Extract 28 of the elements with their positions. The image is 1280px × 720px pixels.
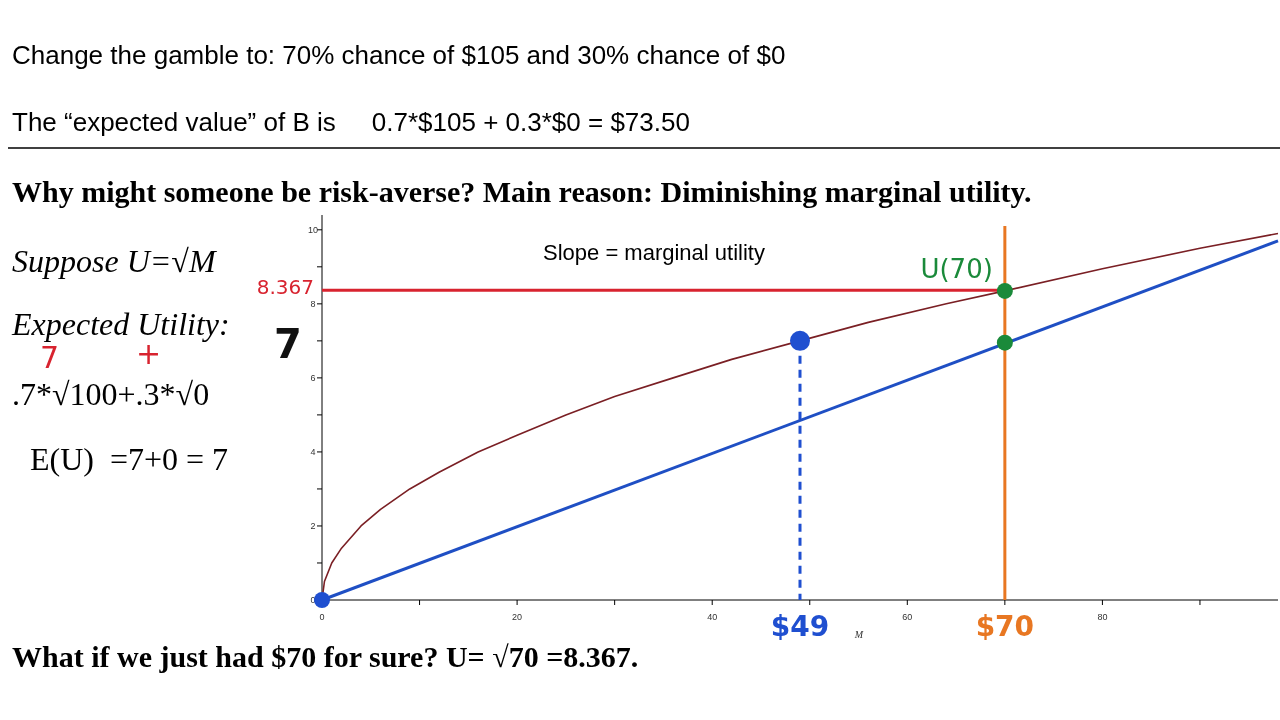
x-axis-title: M: [853, 629, 864, 640]
point: [996, 334, 1013, 351]
text: What if we just had $70 for sure? U= √70 =8.367.: [12, 640, 639, 673]
annotation: Slope = marginal utility: [543, 240, 765, 265]
point: [996, 282, 1013, 299]
ref-line-label: $49: [770, 610, 830, 643]
chart-title: Change the gamble to: 70% chance of $105 and 30% chance of $0: [12, 40, 786, 70]
x-tick-label: 20: [512, 612, 523, 622]
ref-line-label: $70: [975, 610, 1035, 643]
y-tick-label: 10: [307, 224, 319, 235]
text: Why might someone be risk-averse? Main reason: Diminishing marginal utility.: [12, 175, 1032, 208]
y-tick-label: 8: [310, 298, 316, 309]
x-tick-label: 80: [1097, 612, 1108, 622]
annotation: U(70): [920, 254, 993, 285]
x-tick-label: 40: [707, 612, 718, 622]
chart-subtitle: The “expected value” of B is 0.7*$105 + 0.3*$0 = $73.50: [12, 107, 690, 137]
y-tick-label: 4: [310, 446, 316, 457]
y-tick-label: 6: [310, 372, 316, 383]
ref-line-label: 8.367: [256, 275, 314, 300]
text: Suppose U=√M: [12, 243, 218, 279]
x-tick-label: 0: [319, 612, 325, 622]
y-tick-label: 2: [310, 520, 316, 531]
text: E(U) =7+0 = 7: [30, 441, 229, 477]
text: 7: [274, 321, 302, 367]
x-tick-label: 60: [902, 612, 913, 622]
text: .7*√100+.3*√0: [12, 376, 210, 412]
y-tick-label: 0: [310, 595, 316, 605]
point: [314, 592, 330, 608]
